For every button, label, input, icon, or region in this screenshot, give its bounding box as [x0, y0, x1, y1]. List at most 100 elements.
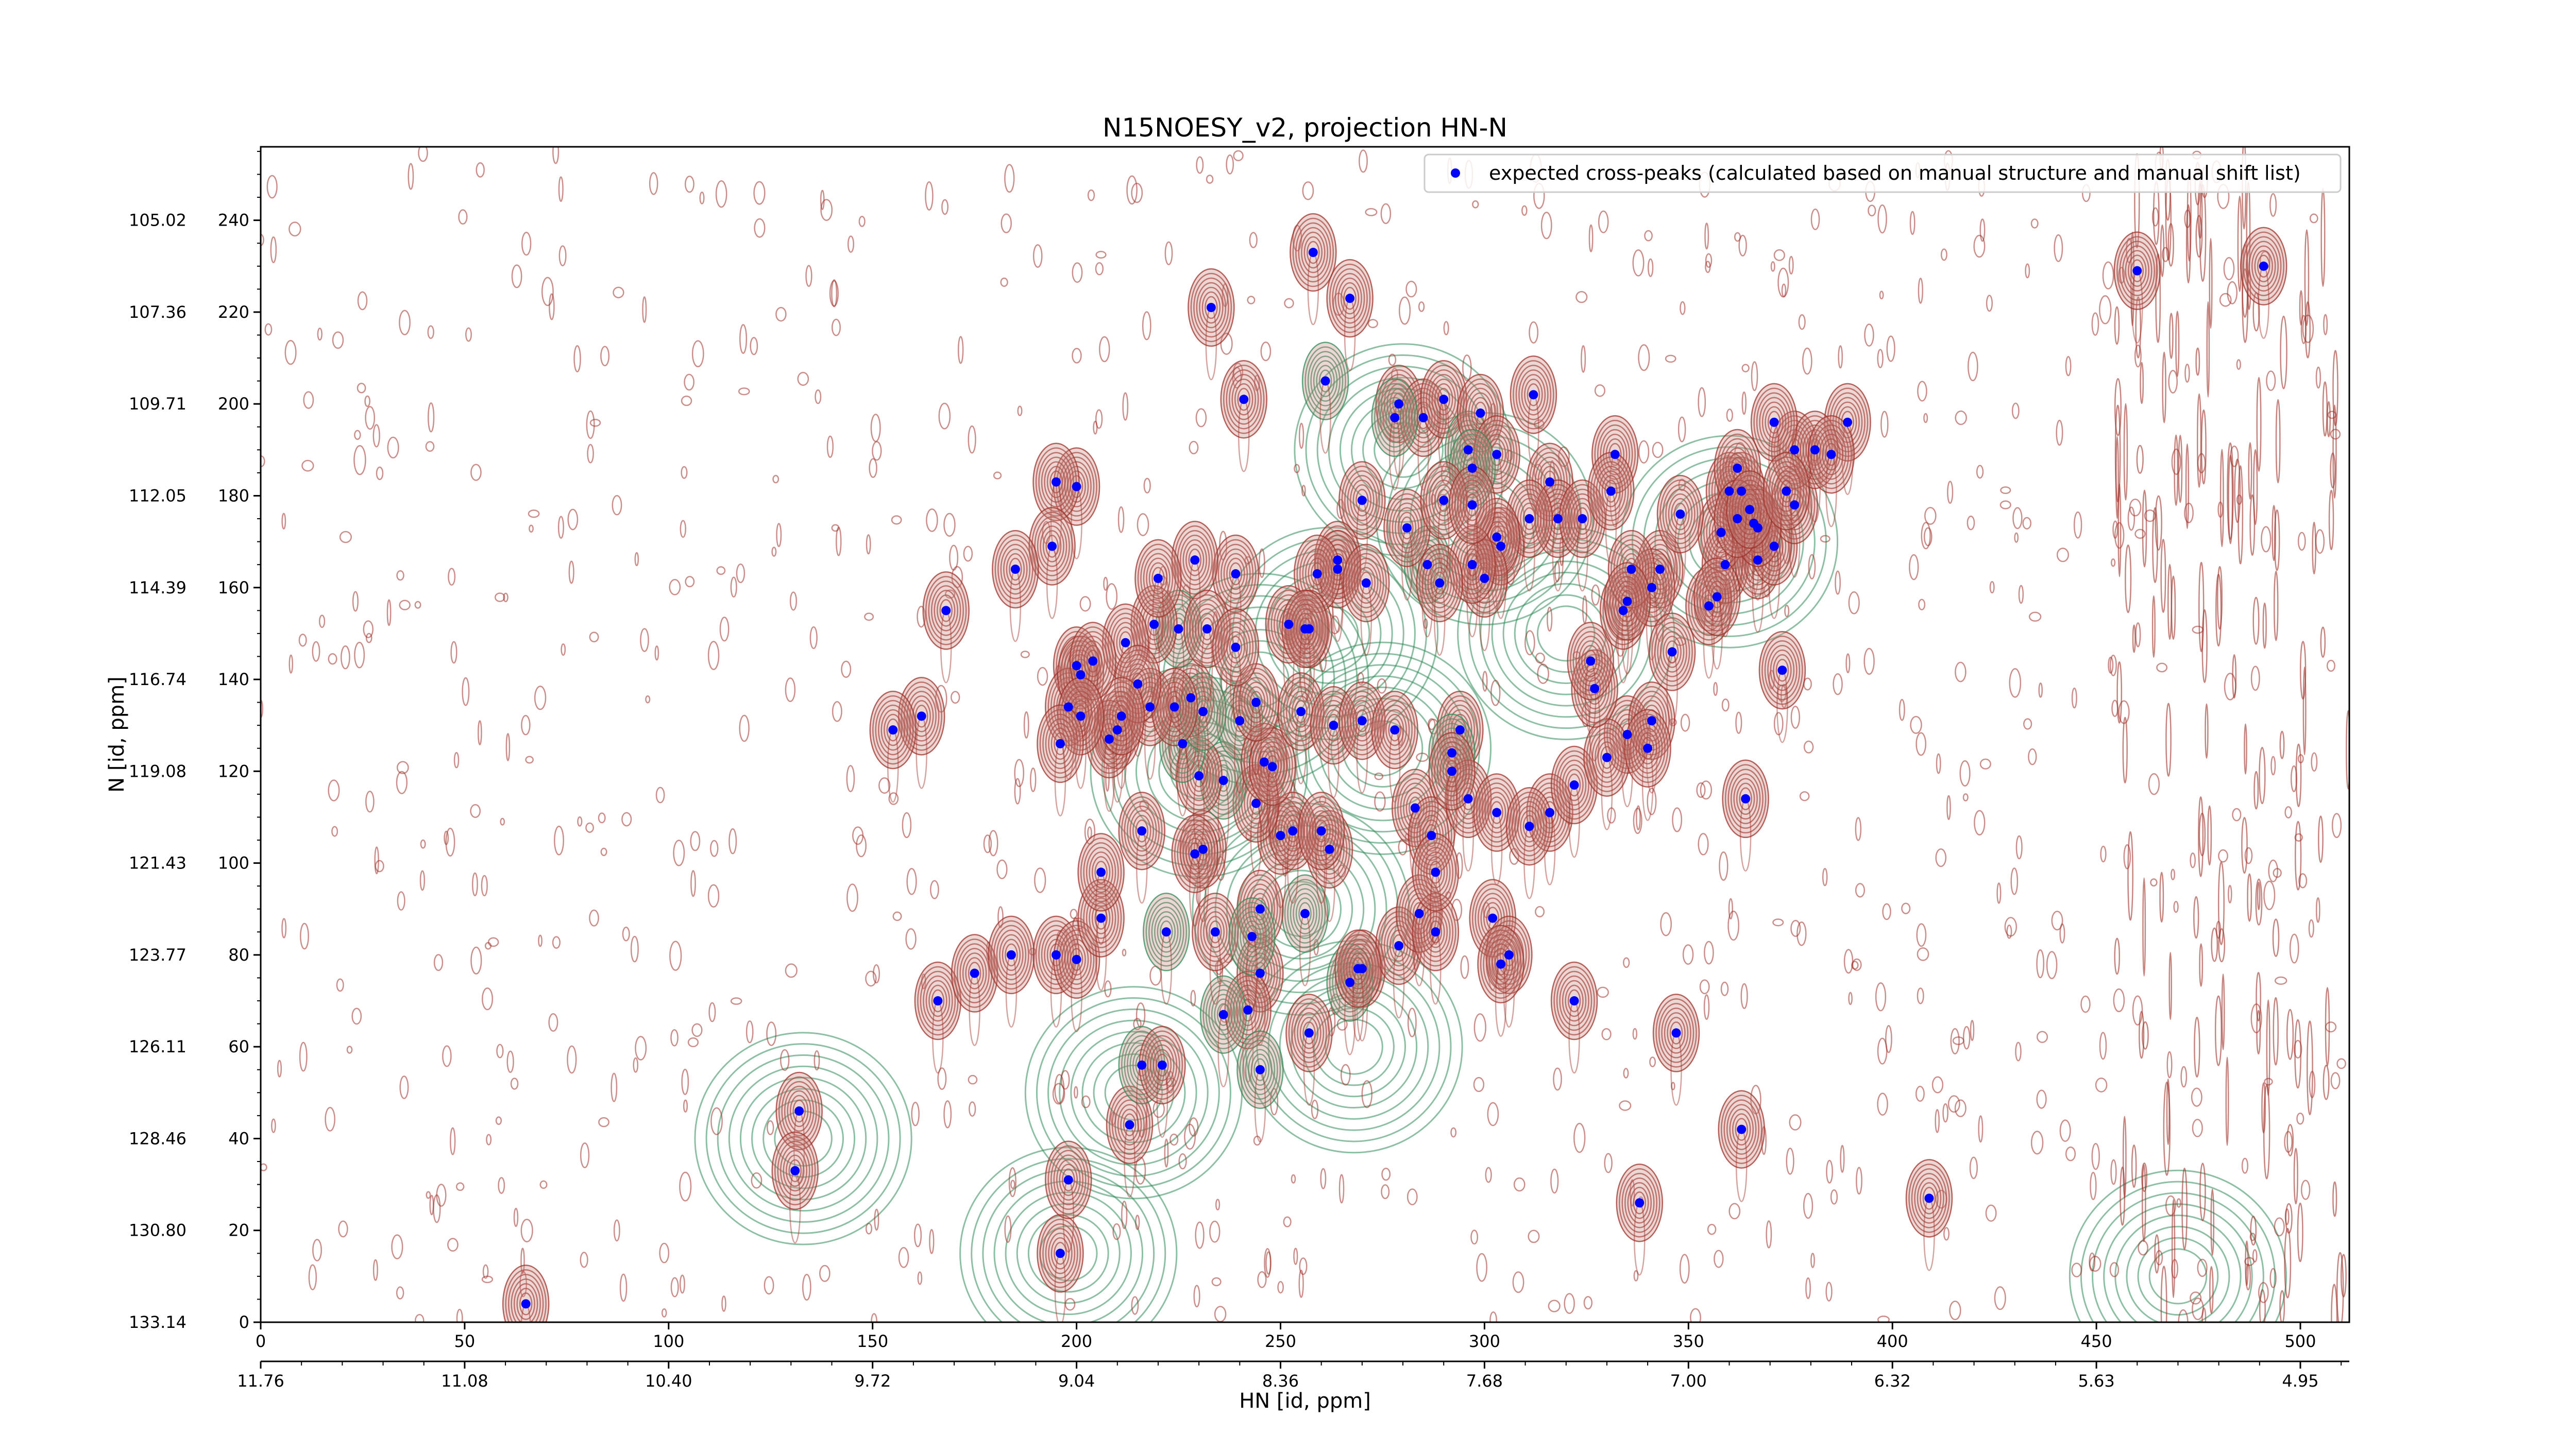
peak-contour [1221, 548, 1251, 600]
noise-contour [2185, 204, 2191, 284]
noise-contour [1707, 1224, 1717, 1235]
peak-contour [1344, 938, 1380, 999]
noise-contour [736, 563, 745, 584]
noise-contour [1298, 1269, 1304, 1298]
noise-contour [552, 936, 561, 949]
noise-contour [1950, 1028, 1960, 1054]
peak-contour [1343, 286, 1357, 310]
peak-contour [1664, 1012, 1689, 1054]
noise-contour [680, 520, 686, 538]
peak-contour [1162, 686, 1187, 728]
cross-peak-point [1737, 486, 1747, 496]
peak-contour [1002, 938, 1021, 971]
noise-contour [937, 1067, 947, 1090]
y-ppm-tick-label: 109.71 [129, 394, 187, 414]
noise-contour [944, 589, 956, 599]
peak-contour [931, 989, 945, 1013]
noise-contour [1864, 323, 1874, 347]
noise-contour [1826, 1159, 1833, 1184]
peak-contour [1415, 838, 1456, 907]
peak-contour [1150, 1044, 1175, 1086]
noise-contour [2184, 363, 2190, 383]
noise-contour [1087, 189, 1095, 201]
peak-contour [2245, 236, 2282, 297]
noise-contour [2065, 1146, 2076, 1162]
peak-contour [1343, 943, 1374, 994]
peak-contour [1086, 847, 1116, 898]
cross-peak-point [1231, 569, 1241, 579]
cross-peak-point [1467, 560, 1477, 570]
noise-contour [930, 880, 939, 899]
peak-contour [1433, 571, 1447, 595]
cross-peak-point [1422, 560, 1432, 570]
peak-contour [1483, 934, 1519, 994]
cross-peak-point [1529, 390, 1538, 400]
noise-contour [1093, 420, 1098, 435]
noise-contour [1879, 291, 1884, 300]
noise-contour [2326, 659, 2335, 672]
noise-contour [2148, 773, 2160, 795]
noise-contour [612, 494, 622, 516]
noise-contour [2274, 976, 2287, 985]
noise-contour [690, 831, 701, 851]
noise-contour [1260, 342, 1272, 362]
noise-contour [351, 1008, 362, 1025]
noise-contour [1877, 1316, 1890, 1322]
noise-contour [2297, 532, 2306, 551]
peak-contour [792, 1099, 806, 1123]
peak-contour [1352, 484, 1372, 517]
noise-contour [2168, 952, 2173, 1020]
noise-contour [988, 830, 998, 857]
noise-contour [847, 235, 855, 253]
noise-contour [2264, 1078, 2273, 1086]
noise-contour [1649, 1056, 1656, 1067]
cross-peak-point [1402, 523, 1412, 533]
noise-contour [1581, 345, 1586, 373]
x-axis-label: HN [id, ppm] [1239, 1389, 1371, 1413]
peak-contour [1061, 934, 1092, 985]
noise-contour [2162, 351, 2166, 423]
peak-contour [1565, 984, 1584, 1017]
peak-contour [1188, 549, 1201, 572]
peak-contour [1770, 649, 1795, 691]
peak-contour [990, 920, 1032, 990]
noise-contour [2331, 1284, 2338, 1322]
noise-contour [538, 934, 543, 947]
noise-contour [2331, 813, 2342, 838]
noise-contour [2010, 867, 2019, 895]
cross-peak-point [1325, 844, 1334, 854]
peak-contour [1293, 893, 1317, 934]
peak-contour [1251, 732, 1293, 801]
noise-contour [1727, 910, 1740, 941]
noise-contour [1443, 321, 1449, 335]
noise-contour [1142, 311, 1151, 340]
noise-contour [1455, 852, 1463, 879]
noise-contour [1122, 949, 1127, 957]
noise-contour [1535, 906, 1545, 918]
peak-contour [1581, 645, 1600, 677]
noise-contour [433, 954, 444, 971]
noise-contour [568, 560, 574, 584]
peak-contour [1397, 511, 1417, 544]
noise-contour [1591, 584, 1600, 606]
noise-contour [2163, 1081, 2171, 1176]
noise-contour [505, 733, 511, 761]
cross-peak-point [941, 606, 951, 616]
noise-contour [2219, 449, 2224, 548]
noise-contour [2095, 1078, 2108, 1092]
noise-contour [520, 1248, 525, 1274]
noise-contour [1915, 1085, 1925, 1102]
noise-contour [2332, 350, 2338, 426]
peak-contour [1238, 672, 1274, 732]
noise-contour [2274, 1217, 2285, 1237]
peak-contour [1253, 897, 1267, 920]
noise-contour [2160, 539, 2166, 613]
noise-contour [1072, 262, 1083, 283]
noise-contour [487, 937, 499, 947]
cross-peak-point [1006, 950, 1016, 960]
noise-contour [2114, 306, 2120, 345]
noise-contour [683, 1099, 688, 1113]
noise-contour [1388, 353, 1397, 366]
noise-contour [2167, 564, 2173, 640]
noise-contour [1734, 232, 1741, 242]
